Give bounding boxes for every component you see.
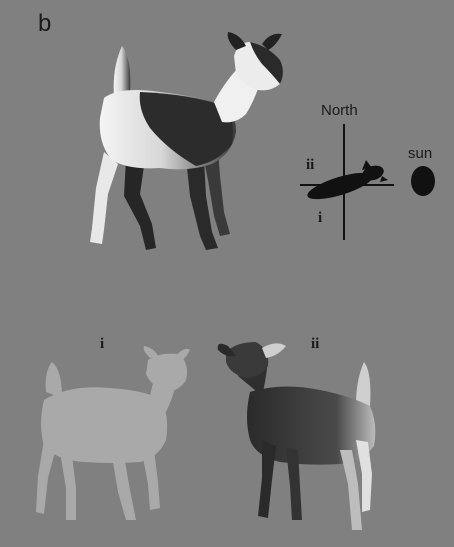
goat-3d-top	[90, 32, 283, 250]
compass-north-label: North	[321, 102, 358, 119]
goat-silhouette-view-i	[36, 346, 190, 520]
panel-letter: b	[38, 10, 52, 37]
goat-top-back-shading	[139, 92, 233, 166]
sun-marker	[411, 166, 435, 196]
sun-label: sun	[408, 145, 433, 162]
goat-top-down-marker	[307, 160, 388, 200]
goat-top-tail	[113, 46, 131, 96]
goat-top-ear-left	[227, 32, 246, 50]
goat-top-leg-back-left	[90, 152, 118, 244]
goat-top-head-shading	[250, 42, 283, 84]
compass-side-i-label: i	[318, 210, 323, 226]
goat-top-leg-front-left	[186, 158, 218, 250]
view-i-label: i	[100, 336, 105, 352]
goat-top-ear-right	[262, 33, 282, 50]
goat-top-leg-front-right	[202, 150, 230, 236]
view-ii-label: ii	[311, 336, 320, 352]
goat-top-leg-back-right	[124, 160, 156, 250]
goat-3d-view-ii	[217, 342, 376, 530]
compass-side-ii-label: ii	[306, 157, 315, 173]
